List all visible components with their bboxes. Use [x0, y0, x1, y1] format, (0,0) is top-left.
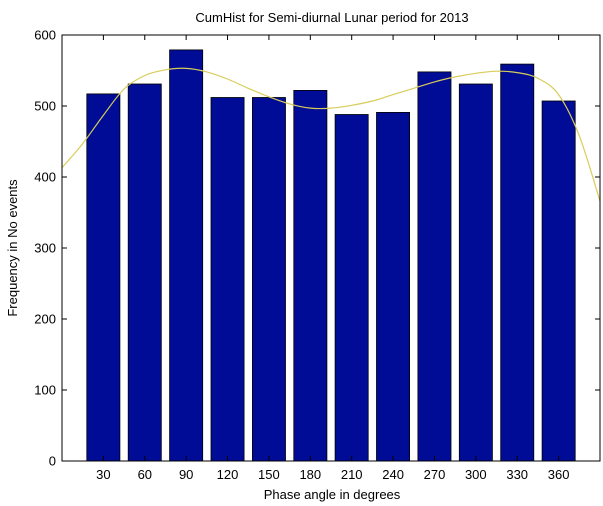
- y-tick-label-100: 100: [34, 383, 56, 398]
- bar-240: [377, 112, 410, 461]
- x-tick-label-120: 120: [217, 467, 239, 482]
- x-tick-label-60: 60: [138, 467, 152, 482]
- bar-360: [542, 101, 575, 461]
- bar-120: [211, 98, 244, 462]
- plot-area: 0 100 200 300 400 500 600 30 60 90 120 150 180 210 240…: [34, 28, 600, 483]
- chart-title: CumHist for Semi-diurnal Lunar period fo…: [195, 10, 468, 25]
- x-tick-label-180: 180: [299, 467, 321, 482]
- bar-90: [170, 50, 203, 461]
- y-axis-label: Frequency in No events: [5, 179, 20, 317]
- bar-30: [87, 94, 120, 461]
- y-tick-label-500: 500: [34, 99, 56, 114]
- x-tick-label-330: 330: [506, 467, 528, 482]
- x-tick-label-360: 360: [548, 467, 570, 482]
- bar-180: [294, 90, 327, 461]
- y-tick-label-0: 0: [49, 454, 56, 469]
- bar-150: [252, 98, 285, 462]
- x-tick-label-240: 240: [382, 467, 404, 482]
- y-tick-label-300: 300: [34, 241, 56, 256]
- x-tick-label-90: 90: [179, 467, 193, 482]
- bar-60: [128, 84, 161, 461]
- x-tick-label-270: 270: [424, 467, 446, 482]
- y-tick-label-600: 600: [34, 28, 56, 43]
- x-axis-label: Phase angle in degrees: [264, 487, 401, 502]
- bar-330: [501, 64, 534, 461]
- y-tick-label-400: 400: [34, 170, 56, 185]
- y-tick-label-200: 200: [34, 312, 56, 327]
- x-tick-label-210: 210: [341, 467, 363, 482]
- x-tick-label-300: 300: [465, 467, 487, 482]
- x-tick-label-30: 30: [96, 467, 110, 482]
- bar-210: [335, 115, 368, 462]
- bar-270: [418, 72, 451, 461]
- bar-300: [459, 84, 492, 461]
- x-tick-label-150: 150: [258, 467, 280, 482]
